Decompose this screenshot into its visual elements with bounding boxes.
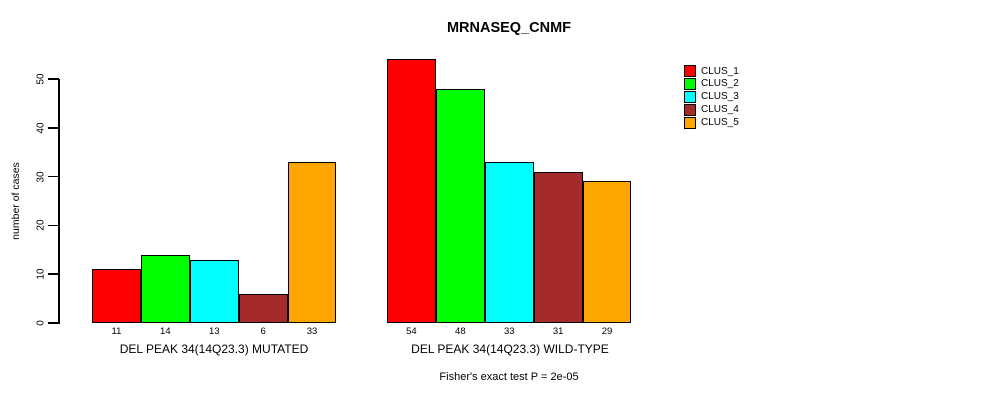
- category-label-mutated: DEL PEAK 34(14Q23.3) MUTATED: [119, 342, 309, 356]
- legend-swatch-clus_5: [684, 116, 696, 129]
- legend-swatch-clus_1: [684, 65, 696, 77]
- y-tick-mark: [48, 224, 59, 227]
- legend-label-clus_3: CLUS_3: [701, 91, 739, 103]
- bar-value-label: 11: [111, 326, 122, 337]
- bar-value-label: 31: [552, 326, 564, 337]
- y-tick-label: 10: [35, 268, 47, 280]
- y-tick-label: 0: [35, 320, 47, 326]
- legend-label-clus_5: CLUS_5: [701, 117, 739, 129]
- bar-wild-type-clus_5: [582, 181, 632, 323]
- bar-mutated-clus_5: [287, 161, 337, 323]
- bar-value-label: 54: [406, 326, 417, 337]
- legend-swatch-clus_4: [684, 103, 696, 116]
- bar-value-label: 6: [260, 326, 266, 337]
- y-tick-mark: [48, 322, 59, 324]
- legend-label-clus_2: CLUS_2: [701, 78, 739, 90]
- legend-swatch-clus_2: [684, 77, 696, 90]
- bar-wild-type-clus_3: [484, 161, 534, 323]
- bar-wild-type-clus_4: [533, 171, 583, 323]
- category-label-wild-type: DEL PEAK 34(14Q23.3) WILD-TYPE: [411, 342, 609, 356]
- y-axis-line: [58, 78, 60, 324]
- bar-mutated-clus_3: [189, 259, 239, 323]
- y-tick-mark: [48, 175, 59, 178]
- bar-wild-type-clus_1: [387, 59, 436, 323]
- legend-label-clus_1: CLUS_1: [701, 65, 739, 77]
- y-tick-label: 30: [35, 171, 47, 183]
- y-tick-mark: [48, 127, 59, 129]
- fisher-test-annotation: Fisher's exact test P = 2e-05: [439, 371, 579, 383]
- bar-mutated-clus_4: [238, 293, 288, 323]
- legend-label-clus_4: CLUS_4: [701, 104, 739, 116]
- y-tick-label: 20: [35, 219, 47, 231]
- bar-value-label: 48: [455, 326, 466, 337]
- chart-title: MRNASEQ_CNMF: [446, 20, 572, 36]
- legend-swatch-clus_3: [684, 90, 696, 103]
- bar-value-label: 29: [601, 326, 613, 337]
- y-tick-label: 50: [35, 73, 47, 85]
- bar-value-label: 14: [160, 326, 171, 337]
- y-axis-title: number of cases: [10, 162, 22, 240]
- bar-value-label: 33: [503, 326, 515, 337]
- y-tick-mark: [48, 78, 59, 80]
- bar-mutated-clus_2: [140, 254, 190, 323]
- bar-wild-type-clus_2: [435, 88, 485, 323]
- y-tick-label: 40: [35, 122, 47, 134]
- y-tick-mark: [48, 273, 59, 275]
- bar-value-label: 33: [306, 326, 318, 337]
- bar-mutated-clus_1: [92, 269, 141, 323]
- bar-value-label: 13: [208, 326, 220, 337]
